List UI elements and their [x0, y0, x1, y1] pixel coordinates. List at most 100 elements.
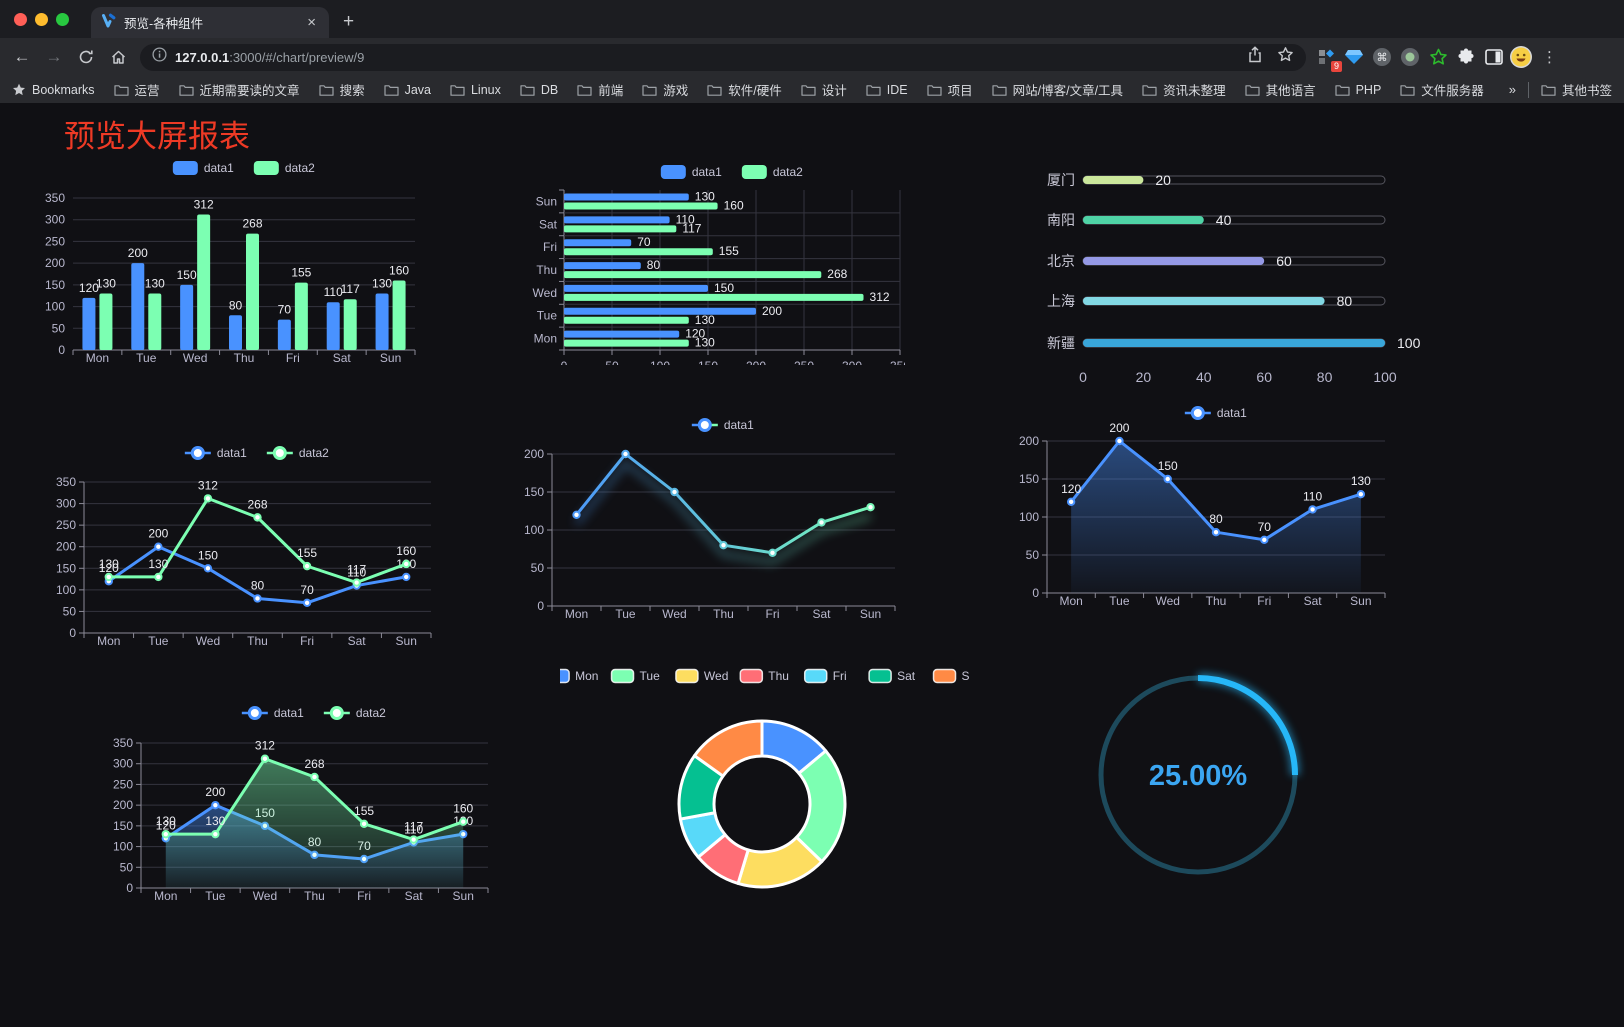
bookmark-folder[interactable]: 文件服务器	[1400, 80, 1484, 99]
svg-text:50: 50	[63, 604, 77, 618]
svg-text:200: 200	[56, 540, 76, 554]
extensions-puzzle-icon[interactable]	[1454, 45, 1478, 69]
svg-text:110: 110	[324, 285, 343, 299]
extension-star-icon[interactable]	[1426, 45, 1450, 69]
bookmark-folder[interactable]: 资讯未整理	[1142, 80, 1226, 99]
bookmark-folder[interactable]: 项目	[927, 80, 973, 99]
folder-icon	[450, 84, 465, 96]
svg-text:Mon: Mon	[86, 351, 109, 365]
side-panel-icon[interactable]	[1482, 45, 1506, 69]
svg-text:130: 130	[156, 814, 176, 828]
folder-icon	[113, 84, 129, 96]
bookmark-folder[interactable]: 软件/硬件	[707, 80, 782, 99]
extension-command-icon[interactable]: ⌘	[1370, 45, 1394, 69]
svg-text:150: 150	[1158, 459, 1178, 473]
home-button[interactable]	[104, 43, 132, 71]
svg-text:0: 0	[1032, 586, 1039, 600]
bookmarks-root[interactable]: Bookmarks	[12, 83, 95, 97]
svg-text:350: 350	[113, 736, 133, 750]
svg-text:0: 0	[69, 626, 76, 640]
svg-text:120: 120	[156, 818, 176, 832]
bookmark-folder[interactable]: Java	[383, 83, 431, 97]
bookmark-folder[interactable]: 其他语言	[1244, 80, 1316, 99]
svg-text:300: 300	[113, 757, 133, 771]
address-bar[interactable]: 127.0.0.1:3000/#/chart/preview/9	[140, 43, 1306, 71]
profile-avatar[interactable]	[1510, 46, 1532, 68]
chart-area-two-series: 0 50 100 150 200 250 300 350 Mon Tue Wed Thu Fri Sat S…	[95, 685, 497, 907]
svg-text:Sun: Sun	[536, 194, 557, 208]
extension-badge: 9	[1330, 61, 1342, 72]
folder-icon	[178, 84, 194, 96]
bookmark-folder[interactable]: 近期需要读的文章	[178, 80, 300, 99]
bookmark-folder[interactable]: 搜索	[318, 80, 365, 99]
svg-text:Wed: Wed	[196, 634, 220, 648]
svg-text:117: 117	[682, 221, 701, 235]
bookmark-star-icon[interactable]	[1277, 46, 1294, 68]
svg-text:150: 150	[113, 819, 133, 833]
bookmark-folder[interactable]: Linux	[450, 83, 501, 97]
zoom-window-button[interactable]	[56, 12, 69, 26]
svg-text:0: 0	[561, 359, 568, 365]
svg-text:50: 50	[531, 561, 545, 575]
page-title: 预览大屏报表	[64, 119, 250, 154]
svg-text:150: 150	[177, 268, 197, 282]
svg-text:200: 200	[1109, 421, 1129, 435]
svg-text:Fri: Fri	[300, 634, 314, 648]
new-tab-button[interactable]: +	[343, 11, 355, 32]
extension-diamond-icon[interactable]	[1342, 45, 1366, 69]
site-info-icon[interactable]	[152, 47, 167, 67]
bookmark-folder[interactable]: 游戏	[642, 80, 688, 99]
svg-text:data1: data1	[204, 161, 234, 175]
extension-record-icon[interactable]	[1398, 45, 1422, 69]
svg-text:300: 300	[56, 497, 76, 511]
folder-icon	[318, 84, 334, 96]
svg-text:0: 0	[58, 343, 65, 357]
svg-text:Fri: Fri	[833, 669, 847, 683]
svg-text:Thu: Thu	[247, 634, 268, 648]
tab-close-icon[interactable]: ×	[307, 14, 316, 31]
svg-text:100: 100	[1397, 335, 1421, 351]
svg-text:新疆: 新疆	[1047, 335, 1075, 351]
folder-icon	[1334, 84, 1350, 96]
reload-button[interactable]	[72, 43, 100, 71]
svg-text:130: 130	[695, 190, 715, 204]
svg-text:130: 130	[148, 557, 168, 571]
bookmark-folder[interactable]: IDE	[866, 83, 908, 97]
bookmarks-overflow-icon[interactable]: »	[1508, 82, 1516, 97]
back-button[interactable]: ←	[13, 47, 31, 66]
folder-icon	[520, 84, 535, 96]
svg-text:Tue: Tue	[205, 889, 226, 903]
svg-text:Wed: Wed	[183, 351, 207, 365]
other-bookmarks[interactable]: 其他书签	[1541, 80, 1612, 99]
svg-text:200: 200	[524, 447, 544, 461]
chart-area-single: 0 50 100 150 200 Mon Tue Wed Thu Fri Sat Sun 120 200 1…	[990, 390, 1402, 610]
browser-tab[interactable]: 预览-各种组件 ×	[91, 7, 329, 38]
svg-text:300: 300	[842, 359, 862, 365]
svg-text:60: 60	[1276, 253, 1292, 269]
svg-text:100: 100	[113, 840, 133, 854]
svg-text:200: 200	[762, 304, 782, 318]
bookmark-folder[interactable]: DB	[520, 83, 558, 97]
svg-text:Sat: Sat	[1304, 594, 1323, 608]
forward-button[interactable]: →	[45, 47, 63, 66]
svg-text:100: 100	[650, 359, 670, 365]
bookmark-folder[interactable]: 前端	[577, 80, 623, 99]
bookmark-folder[interactable]: 网站/博客/文章/工具	[992, 80, 1123, 99]
close-window-button[interactable]	[14, 12, 27, 26]
svg-text:Thu: Thu	[234, 351, 255, 365]
svg-text:data2: data2	[356, 706, 386, 720]
bookmark-folder[interactable]: 设计	[801, 80, 847, 99]
svg-text:250: 250	[113, 777, 133, 791]
share-icon[interactable]	[1247, 46, 1263, 68]
svg-text:data2: data2	[299, 446, 329, 460]
bookmark-folder[interactable]: 运营	[113, 80, 160, 99]
svg-text:Sat: Sat	[333, 351, 352, 365]
svg-text:上海: 上海	[1047, 293, 1075, 309]
browser-menu-icon[interactable]: ⋮	[1542, 49, 1558, 66]
bookmark-folder[interactable]: PHP	[1334, 83, 1381, 97]
svg-text:Mon: Mon	[1059, 594, 1082, 608]
svg-text:350: 350	[890, 359, 905, 365]
minimize-window-button[interactable]	[35, 12, 48, 26]
svg-text:70: 70	[637, 235, 651, 249]
extension-grid-icon[interactable]: 9	[1314, 45, 1342, 72]
